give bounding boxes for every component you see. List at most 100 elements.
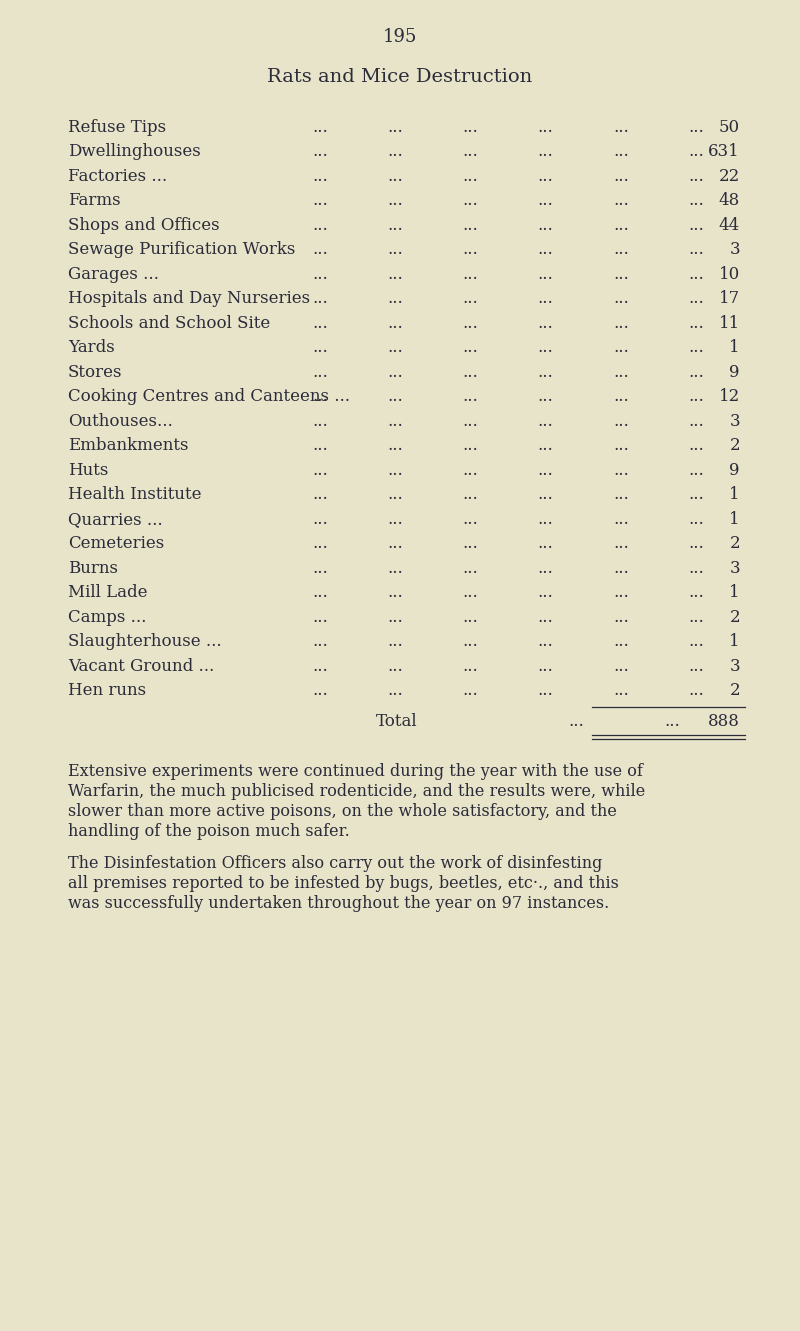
Text: Refuse Tips: Refuse Tips (68, 118, 166, 136)
Text: 631: 631 (708, 144, 740, 160)
Text: ...: ... (312, 266, 328, 282)
Text: Vacant Ground ...: Vacant Ground ... (68, 658, 214, 675)
Text: ...: ... (613, 144, 629, 160)
Text: ...: ... (538, 535, 554, 552)
Text: ...: ... (688, 241, 704, 258)
Text: ...: ... (312, 683, 328, 699)
Text: ...: ... (387, 486, 403, 503)
Text: ...: ... (312, 413, 328, 430)
Text: 2: 2 (730, 438, 740, 454)
Text: ...: ... (613, 192, 629, 209)
Text: ...: ... (538, 608, 554, 626)
Text: Dwellinghouses: Dwellinghouses (68, 144, 201, 160)
Text: ...: ... (613, 168, 629, 185)
Text: Schools and School Site: Schools and School Site (68, 314, 270, 331)
Text: ...: ... (613, 511, 629, 528)
Text: ...: ... (312, 363, 328, 381)
Text: ...: ... (387, 462, 403, 479)
Text: ...: ... (538, 413, 554, 430)
Text: ...: ... (688, 290, 704, 307)
Text: ...: ... (613, 438, 629, 454)
Text: ...: ... (613, 486, 629, 503)
Text: 9: 9 (730, 363, 740, 381)
Text: ...: ... (312, 608, 328, 626)
Text: ...: ... (613, 634, 629, 651)
Text: ...: ... (688, 634, 704, 651)
Text: ...: ... (688, 144, 704, 160)
Text: ...: ... (462, 168, 478, 185)
Text: Farms: Farms (68, 192, 121, 209)
Text: ...: ... (688, 217, 704, 234)
Text: 2: 2 (730, 535, 740, 552)
Text: ...: ... (387, 241, 403, 258)
Text: ...: ... (387, 314, 403, 331)
Text: ...: ... (462, 339, 478, 357)
Text: ...: ... (387, 560, 403, 576)
Text: ...: ... (312, 144, 328, 160)
Text: ...: ... (613, 608, 629, 626)
Text: ...: ... (462, 389, 478, 405)
Text: ...: ... (462, 608, 478, 626)
Text: ...: ... (312, 438, 328, 454)
Text: ...: ... (613, 339, 629, 357)
Text: Embankments: Embankments (68, 438, 189, 454)
Text: 1: 1 (730, 339, 740, 357)
Text: ...: ... (312, 511, 328, 528)
Text: ...: ... (462, 241, 478, 258)
Text: ...: ... (688, 389, 704, 405)
Text: 3: 3 (730, 241, 740, 258)
Text: Rats and Mice Destruction: Rats and Mice Destruction (267, 68, 533, 87)
Text: ...: ... (538, 511, 554, 528)
Text: ...: ... (387, 290, 403, 307)
Text: ...: ... (613, 658, 629, 675)
Text: ...: ... (688, 266, 704, 282)
Text: ...: ... (688, 339, 704, 357)
Text: ...: ... (538, 314, 554, 331)
Text: Mill Lade: Mill Lade (68, 584, 147, 602)
Text: ...: ... (538, 683, 554, 699)
Text: ...: ... (387, 634, 403, 651)
Text: 22: 22 (718, 168, 740, 185)
Text: ...: ... (538, 217, 554, 234)
Text: ...: ... (312, 560, 328, 576)
Text: ...: ... (688, 560, 704, 576)
Text: ...: ... (538, 363, 554, 381)
Text: ...: ... (613, 266, 629, 282)
Text: Quarries ...: Quarries ... (68, 511, 162, 528)
Text: Shops and Offices: Shops and Offices (68, 217, 220, 234)
Text: ...: ... (538, 634, 554, 651)
Text: ...: ... (462, 634, 478, 651)
Text: 1: 1 (730, 584, 740, 602)
Text: ...: ... (688, 462, 704, 479)
Text: Camps ...: Camps ... (68, 608, 146, 626)
Text: Total: Total (376, 712, 418, 729)
Text: ...: ... (387, 266, 403, 282)
Text: ...: ... (613, 241, 629, 258)
Text: 50: 50 (719, 118, 740, 136)
Text: ...: ... (462, 535, 478, 552)
Text: ...: ... (538, 290, 554, 307)
Text: ...: ... (538, 266, 554, 282)
Text: ...: ... (387, 535, 403, 552)
Text: ...: ... (387, 144, 403, 160)
Text: ...: ... (387, 413, 403, 430)
Text: ...: ... (387, 683, 403, 699)
Text: ...: ... (462, 438, 478, 454)
Text: ...: ... (462, 584, 478, 602)
Text: ...: ... (312, 339, 328, 357)
Text: Health Institute: Health Institute (68, 486, 202, 503)
Text: ...: ... (387, 608, 403, 626)
Text: Cemeteries: Cemeteries (68, 535, 164, 552)
Text: Outhouses...: Outhouses... (68, 413, 173, 430)
Text: ...: ... (462, 217, 478, 234)
Text: ...: ... (312, 462, 328, 479)
Text: ...: ... (387, 192, 403, 209)
Text: ...: ... (613, 118, 629, 136)
Text: ...: ... (462, 560, 478, 576)
Text: ...: ... (538, 560, 554, 576)
Text: ...: ... (688, 118, 704, 136)
Text: ...: ... (387, 438, 403, 454)
Text: ...: ... (462, 486, 478, 503)
Text: 195: 195 (383, 28, 417, 47)
Text: ...: ... (462, 118, 478, 136)
